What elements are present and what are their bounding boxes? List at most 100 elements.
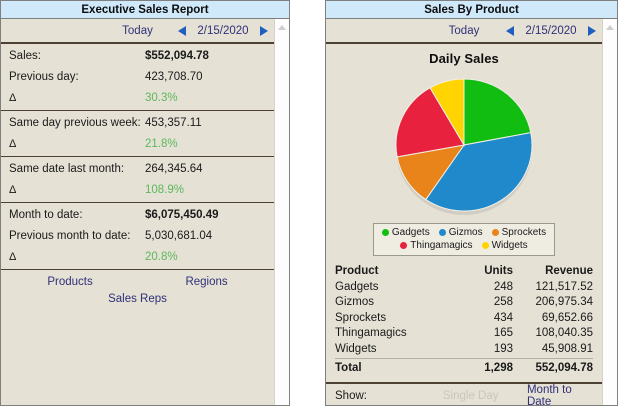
delta-symbol: Δ: [9, 91, 17, 104]
left-panel-title: Executive Sales Report: [81, 3, 209, 16]
table-row[interactable]: Gizmos 258 206,975.34: [335, 295, 593, 311]
metric-group-month-to-date: Month to date: $6,075,450.49 Previous mo…: [1, 203, 274, 270]
metric-label: Same day previous week:: [9, 116, 141, 129]
show-label: Show:: [335, 389, 367, 402]
legend-item-gadgets[interactable]: Gadgets: [381, 226, 430, 239]
products-link[interactable]: Products: [47, 276, 93, 288]
legend-line-2: Thingamagics Widgets: [379, 239, 549, 252]
pie-chart-wrap: [326, 69, 602, 219]
single-day-link: Single Day: [442, 389, 499, 402]
metric-label: Previous day:: [9, 70, 79, 83]
cell-units: 434: [493, 311, 513, 324]
cell-product: Widgets: [335, 342, 377, 355]
table-row[interactable]: Widgets 193 45,908.91: [335, 341, 593, 357]
legend-swatch-gadgets: [381, 229, 389, 236]
metric-row: Δ 30.3%: [1, 87, 274, 108]
table-row[interactable]: Sprockets 434 69,652.66: [335, 310, 593, 326]
scroll-up-arrow-icon[interactable]: [606, 25, 614, 30]
left-panel-scrollbar[interactable]: [274, 19, 289, 405]
metric-value: 453,357.11: [145, 116, 202, 129]
legend-label: Widgets: [491, 240, 528, 251]
legend-swatch-widgets: [481, 242, 489, 249]
legend-swatch-thingamagics: [400, 242, 408, 249]
delta-symbol: Δ: [9, 250, 17, 263]
legend-swatch-gizmos: [438, 229, 446, 236]
triangle-right-icon[interactable]: [588, 25, 596, 36]
sales-reps-link[interactable]: Sales Reps: [108, 293, 167, 305]
metric-row: Previous day: 423,708.70: [1, 66, 274, 87]
metric-label: Previous month to date:: [9, 229, 131, 242]
legend-swatch-sprockets: [491, 229, 499, 236]
right-current-date[interactable]: 2/15/2020: [525, 24, 577, 37]
pie-slice-gizmos[interactable]: [425, 132, 533, 212]
table-row[interactable]: Gadgets 248 121,517.52: [335, 279, 593, 295]
metric-row: Δ 21.8%: [1, 133, 274, 154]
cell-product: Gizmos: [335, 296, 374, 309]
right-date-stepper: 2/15/2020: [506, 25, 596, 37]
cell-total-label: Total: [335, 361, 362, 374]
metric-group-previous-week: Same day previous week: 453,357.11 Δ 21.…: [1, 111, 274, 157]
metric-delta-value: 30.3%: [145, 91, 178, 104]
cell-revenue: 69,652.66: [541, 311, 593, 324]
metric-row: Same day previous week: 453,357.11: [1, 112, 274, 133]
scroll-up-arrow-icon[interactable]: [278, 25, 286, 30]
product-sales-table: Product Units Revenue Gadgets 248 121,51…: [326, 262, 602, 377]
column-header-product: Product: [335, 264, 379, 277]
left-links-row-1: Products Regions: [1, 270, 274, 288]
cell-units: 193: [493, 342, 513, 355]
metric-row: Previous month to date: 5,030,681.04: [1, 225, 274, 246]
legend-line-1: Gadgets Gizmos Sprockets: [379, 226, 549, 239]
metric-value: $552,094.78: [145, 49, 209, 62]
metric-row: Sales: $552,094.78: [1, 45, 274, 66]
right-panel-scrollbar[interactable]: [602, 19, 617, 405]
legend-item-sprockets[interactable]: Sprockets: [491, 226, 547, 239]
delta-symbol: Δ: [9, 183, 17, 196]
regions-link[interactable]: Regions: [185, 276, 228, 288]
left-panel-filler: [1, 305, 274, 405]
cell-total-revenue: 552,094.78: [535, 361, 593, 374]
pie-slices: [395, 78, 533, 212]
left-today-link[interactable]: Today: [122, 24, 153, 37]
legend-item-thingamagics[interactable]: Thingamagics: [400, 239, 473, 252]
legend-label: Sprockets: [501, 227, 547, 238]
delta-symbol: Δ: [9, 137, 17, 150]
pie-slice-widgets[interactable]: [429, 78, 465, 147]
triangle-left-icon[interactable]: [178, 25, 186, 36]
pie-slice-thingamagics[interactable]: [395, 87, 465, 158]
right-date-nav: Today 2/15/2020: [326, 19, 602, 44]
pie-slice-gadgets[interactable]: [463, 78, 532, 146]
metric-value: $6,075,450.49: [145, 208, 219, 221]
metric-row: Month to date: $6,075,450.49: [1, 204, 274, 225]
right-panel-content: Today 2/15/2020 Daily Sales: [326, 19, 602, 408]
cell-units: 165: [493, 327, 513, 340]
triangle-right-icon[interactable]: [260, 25, 268, 36]
triangle-left-icon[interactable]: [506, 25, 514, 36]
metric-delta-value: 108.9%: [145, 183, 185, 196]
right-today-link[interactable]: Today: [448, 24, 480, 37]
cell-units: 248: [493, 280, 513, 293]
metric-group-daily: Sales: $552,094.78 Previous day: 423,708…: [1, 44, 274, 111]
cell-revenue: 121,517.52: [535, 280, 593, 293]
cell-product: Thingamagics: [335, 327, 407, 340]
right-panel-body: Today 2/15/2020 Daily Sales: [326, 19, 617, 408]
cell-revenue: 206,975.34: [535, 296, 593, 309]
metric-row: Δ 20.8%: [1, 246, 274, 267]
legend-item-widgets[interactable]: Widgets: [481, 239, 528, 252]
column-header-units: Units: [484, 264, 513, 277]
metric-label: Sales:: [9, 49, 41, 62]
table-row[interactable]: Thingamagics 165 108,040.35: [335, 326, 593, 342]
left-panel-body: Today 2/15/2020 Sales: $552,094.78 Previ…: [1, 19, 289, 405]
cell-product: Gadgets: [335, 280, 379, 293]
metric-delta-value: 20.8%: [145, 250, 178, 263]
metric-value: 264,345.64: [145, 162, 203, 175]
left-current-date[interactable]: 2/15/2020: [197, 24, 249, 37]
metric-label: Same date last month:: [9, 162, 125, 175]
metric-label: Month to date:: [9, 208, 83, 221]
right-panel-titlebar: Sales By Product: [326, 1, 617, 19]
legend-label: Thingamagics: [410, 240, 473, 251]
metric-row: Δ 108.9%: [1, 179, 274, 200]
month-to-date-link[interactable]: Month to Date: [526, 383, 572, 408]
legend-item-gizmos[interactable]: Gizmos: [438, 226, 483, 239]
metric-value: 423,708.70: [145, 70, 203, 83]
chart-legend: Gadgets Gizmos Sprockets: [373, 223, 555, 256]
